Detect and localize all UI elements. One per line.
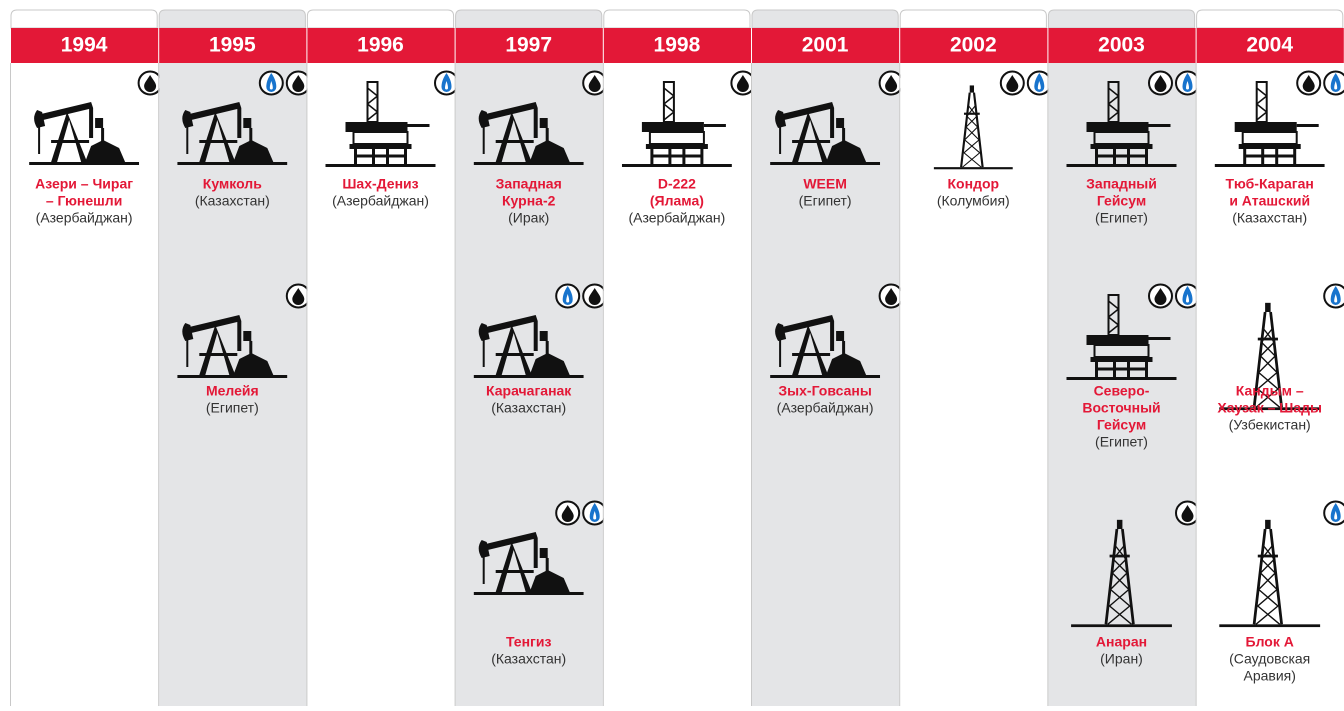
oil-badge [556, 502, 579, 525]
project-name: Западный [1086, 176, 1157, 192]
project-country: (Казахстан) [1232, 210, 1307, 226]
project-name: Кондор [948, 176, 1000, 192]
project-name: Мелейя [206, 383, 259, 399]
project-country: (Азербайджан) [628, 210, 725, 226]
year: 1998 [654, 34, 701, 57]
project-country: (Азербайджан) [36, 210, 133, 226]
column-body [307, 63, 454, 706]
project-name: Хаузак – Шады [1217, 400, 1322, 416]
project-name: – Гюнешли [46, 193, 122, 209]
oil-badge [880, 72, 903, 95]
project-name: Карачаганак [486, 383, 572, 399]
project-name: Кумколь [203, 176, 262, 192]
column-tab [11, 10, 157, 28]
project-country: (Египет) [799, 193, 852, 209]
project-country: (Египет) [1095, 434, 1148, 450]
gas-badge [1176, 72, 1199, 95]
gas-badge [1324, 285, 1344, 308]
year: 2004 [1246, 34, 1293, 57]
oil-badge [1297, 72, 1320, 95]
gas-badge [1324, 72, 1344, 95]
column-tab [1197, 10, 1343, 28]
oil-badge [583, 285, 606, 308]
project-country: (Азербайджан) [332, 193, 429, 209]
gas-badge [1324, 502, 1344, 525]
project-name: Анаран [1096, 634, 1147, 650]
column-tab [900, 10, 1046, 28]
column-body [604, 63, 751, 706]
project-name: WEEM [803, 176, 847, 192]
project-name: Гейсум [1097, 193, 1146, 209]
project-name: (Ялама) [650, 193, 704, 209]
oil-badge [1149, 285, 1172, 308]
project-name: Тенгиз [506, 634, 552, 650]
project-country: Аравия) [1243, 668, 1295, 684]
year: 2003 [1098, 34, 1145, 57]
column-tab [1048, 10, 1194, 28]
column-tab [456, 10, 602, 28]
project-name: Зых-Говсаны [778, 383, 871, 399]
oil-badge [1176, 502, 1199, 525]
column-body [900, 63, 1047, 706]
gas-badge [1028, 72, 1051, 95]
project-country: (Казахстан) [195, 193, 270, 209]
oil-badge [583, 72, 606, 95]
project-name: Северо- [1094, 383, 1150, 399]
oil-badge [880, 285, 903, 308]
year: 1994 [61, 34, 108, 57]
project-name: Шах-Дениз [342, 176, 418, 192]
project-name: Кандым – [1236, 383, 1304, 399]
year: 1997 [505, 34, 552, 57]
project-country: (Казахстан) [491, 400, 566, 416]
project-country: (Узбекистан) [1229, 417, 1311, 433]
oil-badge [287, 72, 310, 95]
project-name: Азери – Чираг [35, 176, 133, 192]
year: 1996 [357, 34, 404, 57]
column-tab [159, 10, 305, 28]
project-name: D-222 [658, 176, 696, 192]
project-name: Восточный [1082, 400, 1160, 416]
project-country: (Саудовская [1229, 651, 1310, 667]
gas-badge [1176, 285, 1199, 308]
project-name: Тюб-Караган [1226, 176, 1314, 192]
gas-badge [260, 72, 283, 95]
project-name: Блок А [1246, 634, 1294, 650]
gas-badge [556, 285, 579, 308]
project-name: Курна-2 [502, 193, 556, 209]
gas-badge [583, 502, 606, 525]
column-tab [307, 10, 453, 28]
column-tab [604, 10, 750, 28]
project-country: (Египет) [1095, 210, 1148, 226]
year: 2002 [950, 34, 997, 57]
project-country: (Казахстан) [491, 651, 566, 667]
timeline: 1994Азери – Чираг– Гюнешли(Азербайджан)1… [0, 0, 1344, 706]
project-country: (Азербайджан) [777, 400, 874, 416]
year: 2001 [802, 34, 849, 57]
year: 1995 [209, 34, 256, 57]
oil-badge [287, 285, 310, 308]
project-country: (Колумбия) [937, 193, 1010, 209]
project-country: (Египет) [206, 400, 259, 416]
oil-badge [139, 72, 162, 95]
oil-badge [731, 72, 754, 95]
project-country: (Ирак) [508, 210, 549, 226]
gas-badge [435, 72, 458, 95]
project-country: (Иран) [1100, 651, 1143, 667]
project-name: Гейсум [1097, 417, 1146, 433]
project-name: Западная [496, 176, 562, 192]
oil-badge [1149, 72, 1172, 95]
column-tab [752, 10, 898, 28]
project-name: и Аташский [1229, 193, 1310, 209]
oil-badge [1001, 72, 1024, 95]
